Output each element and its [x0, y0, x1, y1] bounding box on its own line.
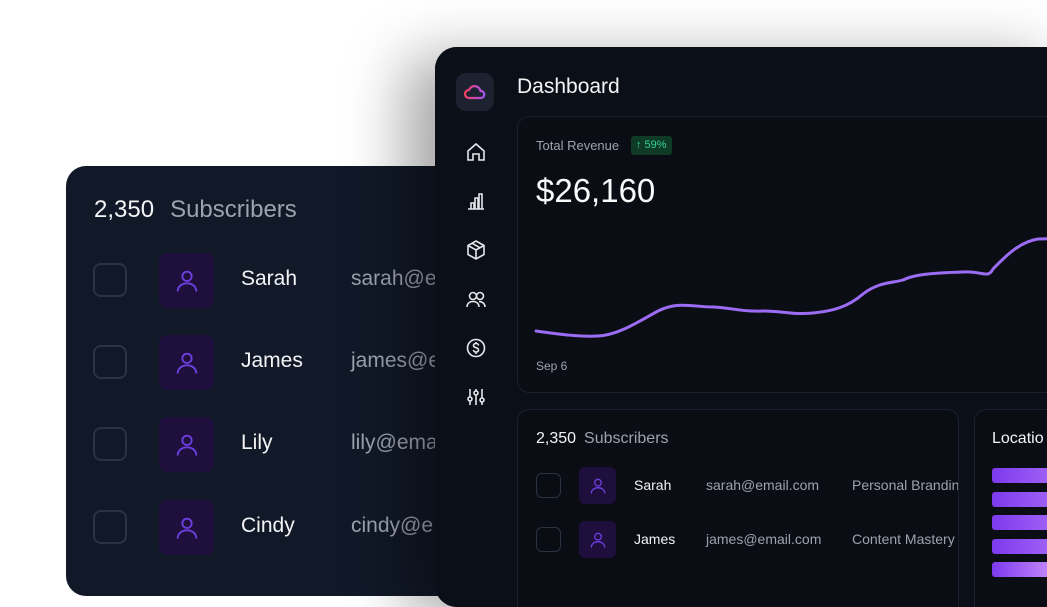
subscriber-name: Cindy — [241, 514, 295, 537]
list-item[interactable]: Lily lily@ema — [66, 417, 466, 473]
subscriber-name: Sarah — [241, 267, 298, 290]
table-row[interactable]: James james@email.com Content Mastery — [518, 521, 958, 558]
subscriber-email: sarah@e — [351, 267, 437, 290]
row-checkbox[interactable] — [536, 527, 561, 552]
row-checkbox[interactable] — [93, 345, 127, 379]
box-icon[interactable] — [464, 238, 488, 262]
list-item[interactable]: Cindy cindy@e — [66, 500, 466, 556]
subscriber-count: 2,350 — [94, 196, 155, 223]
subscriber-email: cindy@e — [351, 514, 434, 537]
user-icon — [159, 335, 214, 390]
row-checkbox[interactable] — [93, 427, 127, 461]
chart-start-date: Sep 6 — [536, 359, 568, 373]
location-bar — [992, 515, 1047, 530]
list-item[interactable]: James james@e — [66, 335, 466, 391]
subscribers-heading: 2,350 Subscribers — [94, 196, 297, 224]
revenue-value: $26,160 — [536, 172, 656, 209]
revenue-card: Total Revenue ↑ 59% $26,160 Sep 6 — [517, 116, 1047, 393]
list-item[interactable]: Sarah sarah@e — [66, 253, 466, 309]
subscriber-name: Sarah — [634, 477, 672, 493]
subscriber-email: sarah@email.com — [706, 477, 820, 493]
subscriber-name: James — [634, 531, 676, 547]
chart-icon[interactable] — [464, 189, 488, 213]
subscriber-name: James — [241, 349, 303, 372]
subscribers-card: 2,350 Subscribers Sarah sarah@email.com P… — [517, 409, 959, 607]
subscribers-label: Subscribers — [170, 196, 297, 223]
user-icon — [579, 521, 616, 558]
subscribers-label: Subscribers — [584, 430, 669, 447]
subscriber-course: Personal Brandin — [852, 477, 959, 493]
subscriber-email: james@e — [351, 349, 441, 372]
subscriber-name: Lily — [241, 431, 273, 454]
subscriber-count: 2,350 — [536, 430, 577, 447]
sidebar — [435, 47, 517, 607]
revenue-label: Total Revenue — [536, 138, 620, 153]
row-checkbox[interactable] — [93, 263, 127, 297]
dollar-icon[interactable] — [464, 336, 488, 360]
user-icon — [159, 500, 214, 555]
user-icon — [159, 253, 214, 308]
sliders-icon[interactable] — [464, 385, 488, 409]
row-checkbox[interactable] — [536, 473, 561, 498]
locations-card: Locatio — [974, 409, 1047, 607]
home-icon[interactable] — [464, 140, 488, 164]
revenue-line-chart — [534, 237, 1047, 338]
row-checkbox[interactable] — [93, 510, 127, 544]
subscriber-email: james@email.com — [706, 531, 822, 547]
dashboard-window: Dashboard Total Revenue ↑ 59% $26,160 Se… — [435, 47, 1047, 607]
location-bar — [992, 468, 1047, 483]
background-subscribers-card: 2,350 Subscribers Sarah sarah@e James jam… — [66, 166, 466, 596]
location-bar — [992, 491, 1047, 507]
subscriber-course: Content Mastery — [852, 531, 955, 547]
table-row[interactable]: Sarah sarah@email.com Personal Brandin — [518, 467, 959, 504]
users-icon[interactable] — [464, 287, 488, 311]
location-bar — [992, 562, 1047, 577]
locations-title: Locatio — [992, 430, 1044, 447]
user-icon — [159, 417, 214, 472]
cloud-logo-icon[interactable] — [456, 73, 494, 111]
subscribers-heading: 2,350 Subscribers — [536, 430, 669, 448]
revenue-line — [534, 237, 1047, 338]
page-title: Dashboard — [517, 75, 620, 98]
growth-badge: ↑ 59% — [631, 136, 672, 155]
user-icon — [579, 467, 616, 504]
subscriber-email: lily@ema — [351, 431, 438, 454]
location-bar — [992, 538, 1047, 554]
